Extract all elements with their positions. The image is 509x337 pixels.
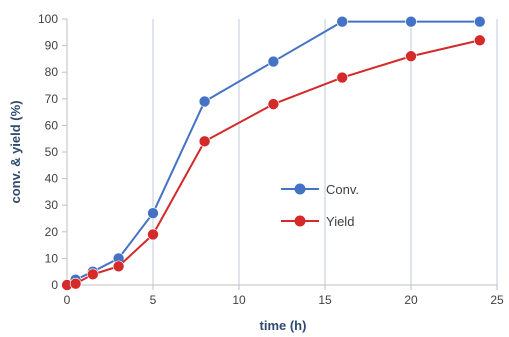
legend-label-yield: Yield <box>326 214 354 229</box>
legend-marker-conv <box>294 183 306 195</box>
series-group <box>61 15 486 291</box>
data-point-yield <box>112 260 125 273</box>
y-tick-label: 20 <box>45 225 59 239</box>
y-tick-label: 80 <box>45 65 59 79</box>
x-tick-label: 0 <box>64 293 71 307</box>
data-point-yield <box>87 268 99 281</box>
y-tick-label: 60 <box>45 118 59 132</box>
data-point-conv <box>198 95 211 108</box>
x-tick-label: 10 <box>232 293 246 307</box>
y-tick-label: 40 <box>45 172 59 186</box>
data-point-yield <box>267 98 280 110</box>
x-tick-labels: 0 5 10 15 20 25 <box>64 293 504 307</box>
series-line-yield <box>66 39 481 286</box>
y-tick-label: 70 <box>45 92 59 106</box>
data-point-yield <box>198 135 211 148</box>
data-point-yield <box>147 228 159 241</box>
legend: Conv. Yield <box>281 182 359 229</box>
axes <box>62 18 498 290</box>
legend-marker-yield <box>294 215 306 227</box>
legend-item-yield: Yield <box>281 214 354 229</box>
x-axis-title: time (h) <box>260 318 307 333</box>
y-axis-title: conv. & yield (%) <box>8 100 23 203</box>
data-point-yield <box>405 50 417 63</box>
data-point-yield <box>69 277 82 290</box>
legend-item-conv: Conv. <box>281 182 359 197</box>
y-tick-label: 0 <box>51 278 58 292</box>
series-conv <box>61 15 486 291</box>
y-tick-labels: 0 10 20 30 40 50 60 70 80 90 100 <box>38 12 58 292</box>
x-tick-label: 25 <box>490 293 504 307</box>
series-yield <box>61 34 486 291</box>
x-tick-label: 5 <box>150 293 157 307</box>
data-point-conv <box>336 15 349 28</box>
data-point-yield <box>336 71 349 84</box>
y-tick-label: 30 <box>45 198 59 212</box>
y-tick-label: 50 <box>45 145 59 159</box>
data-point-conv <box>267 55 280 68</box>
grid-lines <box>152 19 498 285</box>
y-tick-label: 10 <box>45 251 59 265</box>
y-tick-label: 100 <box>38 12 58 26</box>
data-point-conv <box>405 15 417 28</box>
legend-label-conv: Conv. <box>326 182 359 197</box>
y-tick-label: 90 <box>45 39 59 53</box>
x-tick-label: 20 <box>404 293 418 307</box>
x-tick-label: 15 <box>318 293 332 307</box>
data-point-conv <box>473 15 486 28</box>
data-point-yield <box>473 34 486 47</box>
series-line-conv <box>66 20 480 286</box>
data-point-conv <box>147 207 159 219</box>
